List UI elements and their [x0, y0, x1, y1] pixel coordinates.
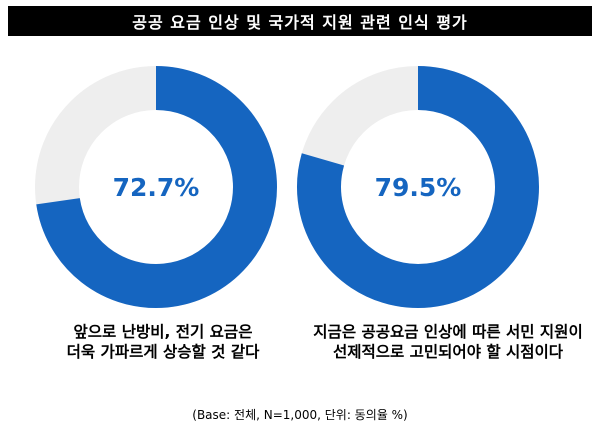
chart-title: 공공 요금 인상 및 국가적 지원 관련 인식 평가: [8, 6, 592, 36]
caption-right-line-1: 지금은 공공요금 인상에 따른 서민 지원이: [313, 323, 583, 341]
caption-left: 앞으로 난방비, 전기 요금은 더욱 가파르게 상승할 것 같다: [30, 322, 296, 362]
caption-right-line-2: 선제적으로 고민되어야 할 시점이다: [332, 343, 564, 361]
caption-right: 지금은 공공요금 인상에 따른 서민 지원이 선제적으로 고민되어야 할 시점이…: [300, 322, 596, 362]
donut-chart-right: 79.5%: [297, 66, 539, 308]
donut-value-arc: [36, 66, 277, 308]
donut-chart-left: 72.7%: [35, 66, 277, 308]
donut-value-arc: [297, 66, 539, 308]
caption-left-line-2: 더욱 가파르게 상승할 것 같다: [66, 343, 260, 361]
footnote: (Base: 전체, N=1,000, 단위: 동의율 %): [192, 408, 408, 422]
caption-left-line-1: 앞으로 난방비, 전기 요금은: [73, 323, 253, 341]
donut-center-label: 72.7%: [113, 173, 200, 202]
donut-center-label: 79.5%: [375, 173, 462, 202]
